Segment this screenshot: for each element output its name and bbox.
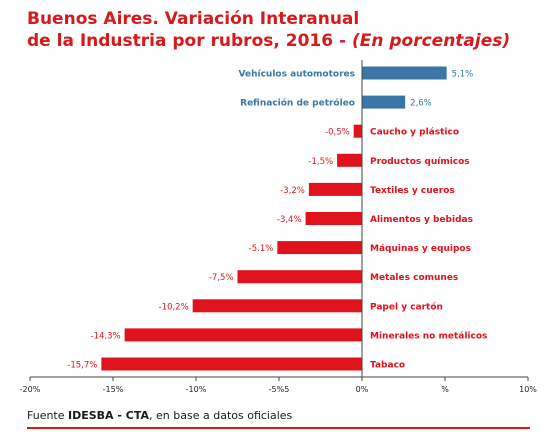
- data-label: -1,5%: [308, 157, 333, 167]
- data-label: -5.1%: [249, 244, 274, 254]
- chart-title: Buenos Aires. Variación Interanual de la…: [27, 8, 510, 52]
- bar: [101, 357, 362, 371]
- category-label: Metales comunes: [370, 273, 458, 283]
- category-label: Caucho y plástico: [370, 128, 459, 138]
- category-label: Refinación de petróleo: [240, 98, 355, 109]
- x-tick-label: -15%: [103, 385, 124, 394]
- data-label: -10,2%: [159, 302, 189, 312]
- category-label: Tabaco: [370, 361, 405, 371]
- x-tick-label: -10%: [186, 385, 207, 394]
- bar: [353, 124, 362, 138]
- data-label: 2,6%: [410, 99, 432, 109]
- bar: [305, 212, 362, 225]
- chart-title-line1: Buenos Aires. Variación Interanual: [27, 9, 360, 29]
- data-label: -3,2%: [280, 186, 305, 196]
- chart-title-line2: de la Industria por rubros, 2016 -: [27, 31, 352, 51]
- data-label: -3,4%: [277, 215, 302, 225]
- source-note: Fuente IDESBA - CTA, en base a datos ofi…: [27, 409, 292, 422]
- x-tick-label: -5%5: [269, 385, 290, 394]
- data-label: -14,3%: [91, 331, 121, 341]
- category-label: Vehículos automotores: [239, 70, 355, 80]
- category-label: Alimentos y bebidas: [370, 215, 473, 225]
- bar: [124, 328, 363, 342]
- bar: [362, 66, 447, 80]
- source-prefix: Fuente: [27, 409, 69, 422]
- source-divider: [27, 427, 530, 429]
- data-label: -15,7%: [67, 361, 97, 371]
- x-tick-label: 10%: [519, 385, 537, 394]
- bar: [308, 182, 362, 196]
- chart-title-subtitle: (En porcentajes): [351, 31, 511, 51]
- category-label: Papel y cartón: [370, 301, 443, 312]
- x-tick-label: 0%: [356, 385, 369, 394]
- category-label: Productos químicos: [370, 157, 470, 167]
- data-label: -7,5%: [209, 273, 234, 283]
- category-label: Textiles y cueros: [370, 186, 455, 196]
- source-suffix: , en base a datos oficiales: [149, 409, 293, 422]
- x-tick-label: %: [441, 385, 449, 394]
- bar: [277, 241, 362, 255]
- bar: [237, 270, 362, 284]
- bar: [362, 95, 406, 109]
- bar: [192, 299, 362, 313]
- x-tick-label: -20%: [20, 385, 41, 394]
- source-org: IDESBA - CTA: [68, 409, 150, 422]
- category-label: Minerales no metálicos: [370, 331, 487, 341]
- data-label: 5,1%: [452, 70, 474, 80]
- data-label: -0,5%: [325, 128, 350, 138]
- category-label: Máquinas y equipos: [370, 244, 471, 254]
- bar: [337, 153, 362, 167]
